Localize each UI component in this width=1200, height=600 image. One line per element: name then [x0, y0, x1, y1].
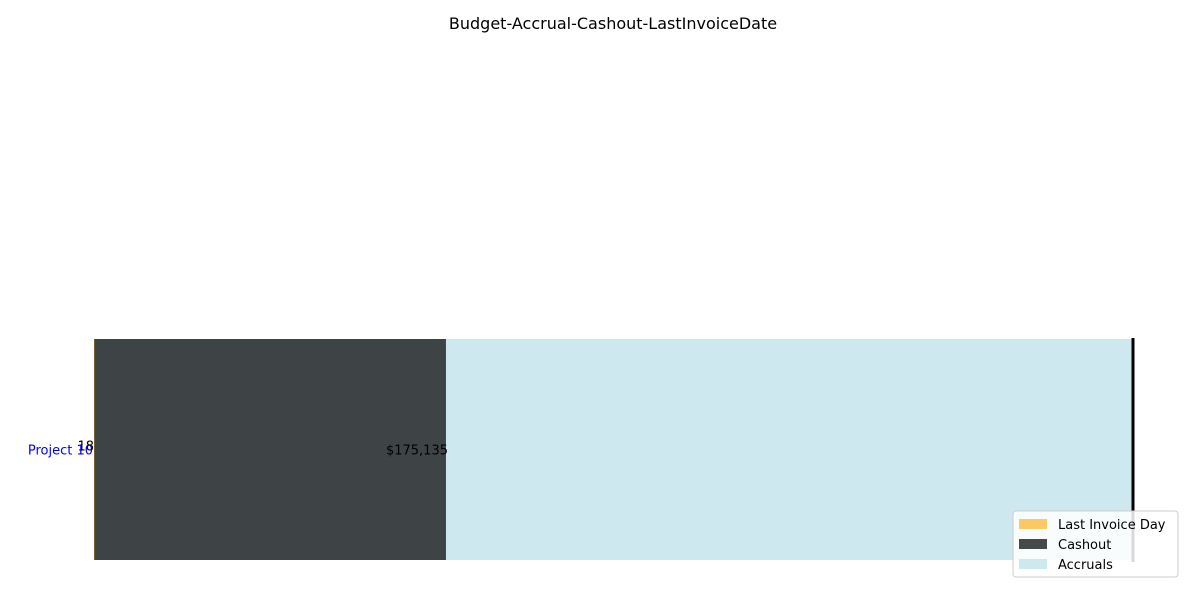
last-invoice-day-label: 18	[77, 440, 94, 455]
legend-swatch	[1019, 539, 1047, 549]
legend-label: Cashout	[1058, 538, 1111, 553]
y-tick-label: Project 10	[28, 444, 93, 459]
legend-swatch	[1019, 519, 1047, 529]
last-invoice-day-bar	[94, 339, 95, 560]
legend: Last Invoice Day Cashout Accruals	[1012, 510, 1179, 578]
chart-title: Budget-Accrual-Cashout-LastInvoiceDate	[449, 14, 777, 33]
legend-box	[1012, 510, 1179, 578]
legend-label: Last Invoice Day	[1058, 518, 1166, 533]
legend-swatch	[1019, 559, 1047, 569]
cashout-bar	[94, 339, 446, 560]
legend-label: Accruals	[1058, 558, 1113, 573]
cashout-value-label: $175,135	[386, 444, 448, 459]
